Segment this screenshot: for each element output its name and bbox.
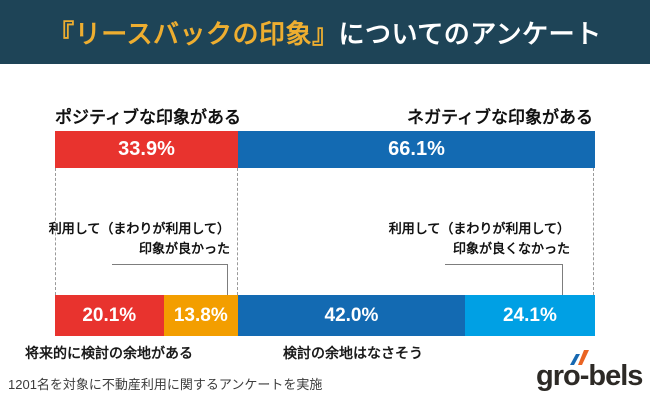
dashed-line-middle [237,168,238,295]
positive-impression-label: ポジティブな印象がある [55,108,241,127]
annotation-negative-used: 利用して（まわりが利用して） 印象が良くなかった [389,219,570,259]
logo-wordmark: gro-bels [536,360,643,392]
annotation-line: 利用して（まわりが利用して） [388,221,570,236]
dashed-line-left [55,168,56,295]
bar-segment-red: 20.1% [55,295,164,336]
annotation-line: 利用して（まわりが利用して） [48,221,230,236]
connector-elbow-right [445,264,563,305]
no-consideration-label: 検討の余地はなさそう [283,345,423,361]
bar-segment-light_blue: 24.1% [464,295,595,336]
page-title-accent: 『リースバックの印象』 [48,18,339,49]
future-consideration-label: 将来的に検討の余地がある [25,345,193,361]
page-title-rest: についてのアンケート [338,18,602,49]
dashed-line-right [593,168,594,295]
top-stacked-bar: 33.9% 66.1% [55,131,595,168]
bar-segment-blue: 42.0% [238,295,465,336]
bottom-stacked-bar: 20.1% 13.8% 42.0% 24.1% [55,295,595,336]
title-banner: 『リースバックの印象』 についてのアンケート [0,0,650,64]
survey-sample-note: 1201名を対象に不動産利用に関するアンケートを実施 [8,377,323,392]
annotation-line: 印象が良くなかった [452,241,570,256]
bar-segment-orange: 13.8% [163,295,239,336]
connector-elbow-left [112,264,228,305]
annotation-line: 印象が良かった [138,241,230,256]
grobels-logo: gro-bels [536,350,646,396]
annotation-positive-used: 利用して（まわりが利用して） 印象が良かった [49,219,230,259]
bar-segment-red: 33.9% [55,131,239,168]
logo-double-slash-icon [570,350,589,365]
bar-segment-blue: 66.1% [238,131,595,168]
negative-impression-label: ネガティブな印象がある [407,108,593,127]
